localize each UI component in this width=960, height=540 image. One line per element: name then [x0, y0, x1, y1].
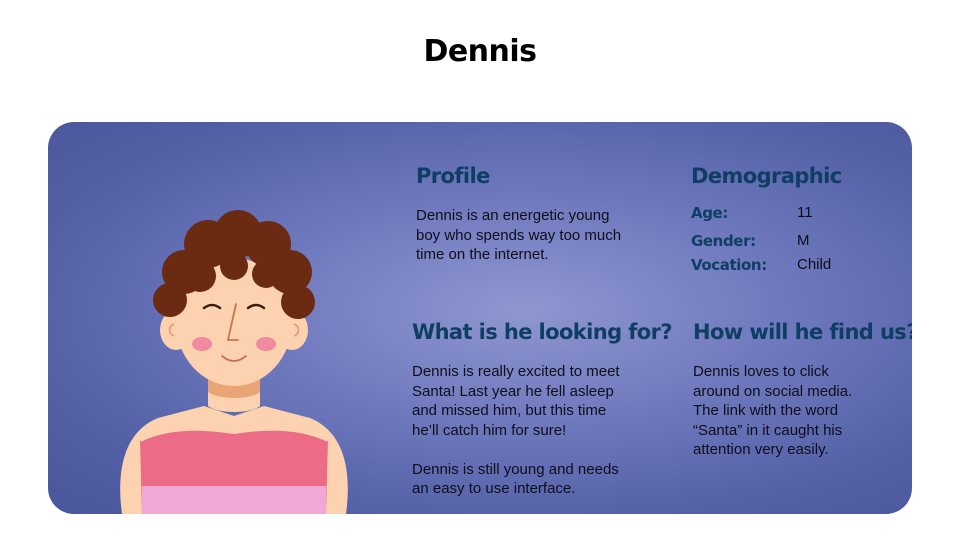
page-title: Dennis [423, 34, 537, 69]
profile-heading: Profile [416, 164, 490, 188]
boy-avatar-icon [120, 210, 348, 514]
find-us-text: Dennis loves to click around on social m… [693, 363, 853, 458]
demographic-gender-value: M [797, 232, 810, 249]
demographic-vocation-label: Vocation: [691, 256, 767, 274]
demographic-age-value: 11 [797, 204, 813, 221]
demographic-vocation-value: Child [797, 256, 832, 273]
profile-text: Dennis is an energetic young boy who spe… [416, 207, 622, 263]
looking-for-text: Dennis is really excited to meet Santa! … [412, 363, 620, 497]
looking-for-heading: What is he looking for? [412, 320, 673, 344]
demographic-heading: Demographic [691, 164, 842, 188]
persona-card: Profile Dennis is an energetic young boy… [48, 122, 912, 514]
find-us-heading: How will he find us? [693, 320, 912, 344]
demographic-age-label: Age: [691, 204, 728, 222]
demographic-gender-label: Gender: [691, 232, 756, 250]
